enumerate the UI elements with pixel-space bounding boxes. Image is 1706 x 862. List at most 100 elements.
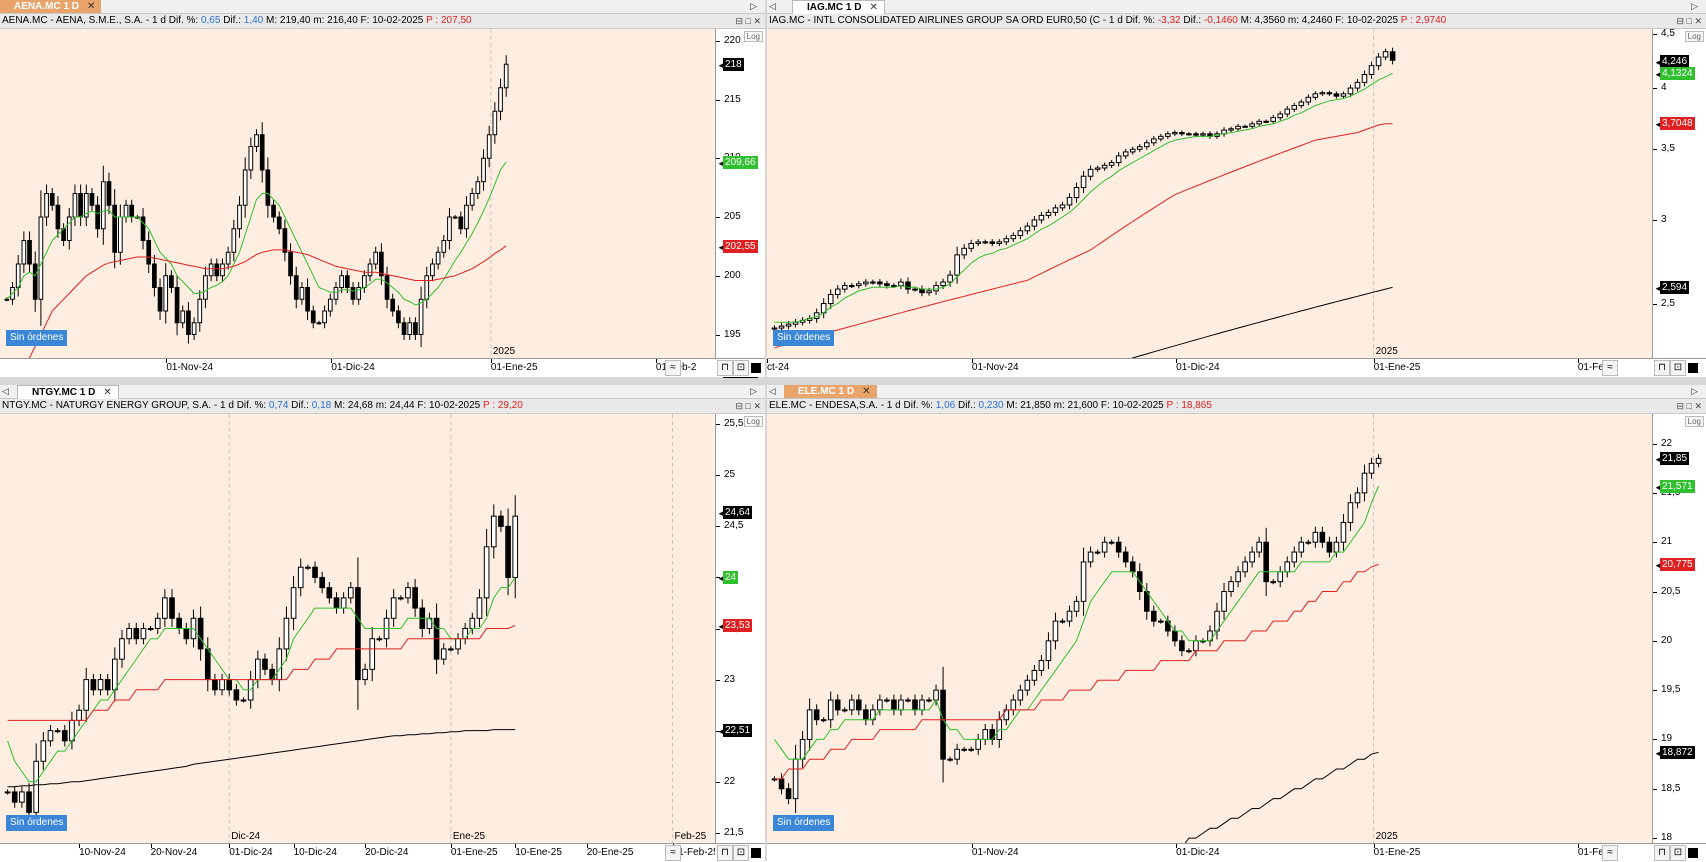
log-scale-button[interactable]: Log (743, 31, 763, 42)
close-icon[interactable]: ✕ (103, 387, 112, 398)
tab-scroll-left-icon[interactable]: ◁ (2, 386, 9, 396)
header-desc: NTGY.MC - NATURGY ENERGY GROUP, S.A. - 1… (2, 400, 234, 411)
price-chart[interactable]: 2025 Sin órdenes (767, 29, 1652, 358)
close-icon[interactable]: ✕ (862, 386, 871, 397)
price-tag-pointer: ◄ (1654, 120, 1662, 130)
zoom-icon[interactable]: ⊡ (1670, 360, 1686, 376)
header-dif-label: Dif.: (1183, 15, 1202, 26)
chart-tab[interactable]: ELE.MC 1 D ✕ (784, 385, 877, 398)
candle (40, 732, 47, 770)
price-axis[interactable]: 195200205210215220◄218◄209,66◄202,55◄191… (715, 29, 765, 379)
candle (1115, 536, 1122, 558)
price-chart[interactable]: 2025 Sin órdenes (0, 29, 715, 358)
candle (90, 673, 97, 696)
candle (326, 582, 333, 604)
candle (870, 704, 876, 726)
candle (11, 786, 18, 808)
color-toggle-icon[interactable] (751, 363, 761, 373)
tab-scroll-left-icon[interactable]: ◁ (769, 386, 776, 396)
price-chart[interactable]: 2025 Sin órdenes (767, 414, 1652, 843)
candle (464, 196, 469, 238)
candle (191, 317, 197, 340)
candle (1066, 605, 1073, 627)
price-axis[interactable]: 2,5 3 3,5 4 4,5 ◄ 4,246 ◄ 4,1324 ◄ 3,7048 ◄ 2,594 Log (1652, 28, 1706, 358)
price-tag-pointer: ◄ (1654, 70, 1662, 80)
price-axis[interactable]: 1818,51919,52020,52121,522◄21,85◄21,571◄… (1652, 414, 1706, 843)
price-chart[interactable]: Dic-24 Ene-25 Feb-25 Sin órdenes (0, 414, 715, 843)
candle (820, 717, 827, 723)
x-tick (150, 844, 152, 848)
candle (407, 317, 413, 340)
candle (133, 622, 140, 645)
orders-badge[interactable]: Sin órdenes (773, 330, 835, 346)
indicator-icon[interactable]: ≈ (1602, 360, 1618, 376)
chart-tab[interactable]: NTGY.MC 1 D ✕ (17, 385, 119, 399)
y-tick (1653, 492, 1657, 494)
price-tag: 20,775 (1660, 558, 1695, 572)
candle (982, 239, 989, 245)
close-icon[interactable]: ✕ (869, 2, 878, 13)
candle (162, 589, 168, 627)
chart-tab[interactable]: IAG.MC 1 D ✕ (792, 0, 885, 14)
time-axis[interactable]: ct-24 01-Nov-24 01-Dic-24 01-Ene-25 01-Feb-2… (767, 358, 1652, 377)
candle (61, 223, 66, 246)
indicator-icon[interactable]: ≈ (1602, 845, 1618, 861)
tab-scroll-right-icon[interactable]: ▷ (750, 386, 757, 396)
candle (435, 246, 441, 270)
drawing-tools-icon[interactable]: ⊓ (1654, 845, 1670, 861)
candle (405, 582, 411, 604)
color-toggle-icon[interactable] (751, 848, 761, 858)
time-axis[interactable]: 10-Nov-24 20-Nov-24 01-Dic-24 10-Dic-24 20-D… (0, 843, 719, 862)
close-icon[interactable]: ✕ (87, 1, 96, 12)
tab-scroll-right-icon[interactable]: ▷ (1691, 1, 1698, 11)
tab-scroll-right-icon[interactable]: ▷ (750, 1, 757, 11)
candle (1249, 546, 1255, 568)
orders-badge[interactable]: Sin órdenes (6, 815, 68, 831)
vertical-splitter[interactable] (765, 0, 767, 861)
price-tag: 24,64 (723, 506, 753, 520)
indicator-icon[interactable]: ≈ (665, 360, 681, 376)
x-tick-label: 01-Feb-2 (1577, 362, 1619, 373)
candle (820, 298, 827, 319)
tab-scroll-right-icon[interactable]: ▷ (1691, 386, 1698, 396)
header-dif-label: Dif.: (957, 400, 976, 411)
candle (1312, 91, 1319, 101)
candle (269, 663, 275, 686)
horizontal-splitter[interactable] (0, 376, 1706, 385)
price-axis[interactable]: 21,52222,52323,52424,52525,5◄24,64◄24◄23… (715, 414, 765, 843)
candle (919, 285, 925, 297)
y-tick-label: 200 (724, 269, 741, 281)
orders-badge[interactable]: Sin órdenes (773, 815, 835, 831)
candle (778, 322, 785, 332)
candle (339, 270, 344, 293)
candle (1368, 457, 1375, 479)
log-scale-button[interactable]: Log (1684, 31, 1704, 42)
zoom-icon[interactable]: ⊡ (1670, 845, 1686, 861)
candle (1326, 90, 1333, 96)
candle (498, 78, 503, 121)
candle (203, 266, 208, 309)
candle (104, 673, 111, 696)
drawing-tools-icon[interactable]: ⊓ (1654, 360, 1670, 376)
header-min: m: 24,44 (375, 400, 415, 411)
tab-scroll-left-icon[interactable]: ◁ (769, 1, 776, 11)
drawing-tools-icon[interactable]: ⊓ (717, 845, 733, 861)
zoom-icon[interactable]: ⊡ (733, 360, 749, 376)
color-toggle-icon[interactable] (1688, 848, 1698, 858)
x-tick (490, 359, 492, 363)
color-toggle-icon[interactable] (1688, 363, 1698, 373)
chart-tab[interactable]: AENA.MC 1 D ✕ (0, 0, 102, 13)
candle (1263, 527, 1269, 597)
drawing-tools-icon[interactable]: ⊓ (717, 360, 733, 376)
log-scale-button[interactable]: Log (743, 416, 763, 427)
indicator-icon[interactable]: ≈ (665, 845, 681, 861)
zoom-icon[interactable]: ⊡ (733, 845, 749, 861)
candle (1073, 182, 1080, 203)
orders-badge[interactable]: Sin órdenes (6, 330, 68, 346)
log-scale-button[interactable]: Log (1684, 416, 1704, 427)
quote-header: ELE.MC - ENDESA,S.A. - 1 d Dif. %: 1,06 … (767, 399, 1706, 414)
y-tick (1653, 88, 1657, 90)
y-tick (1653, 542, 1657, 544)
